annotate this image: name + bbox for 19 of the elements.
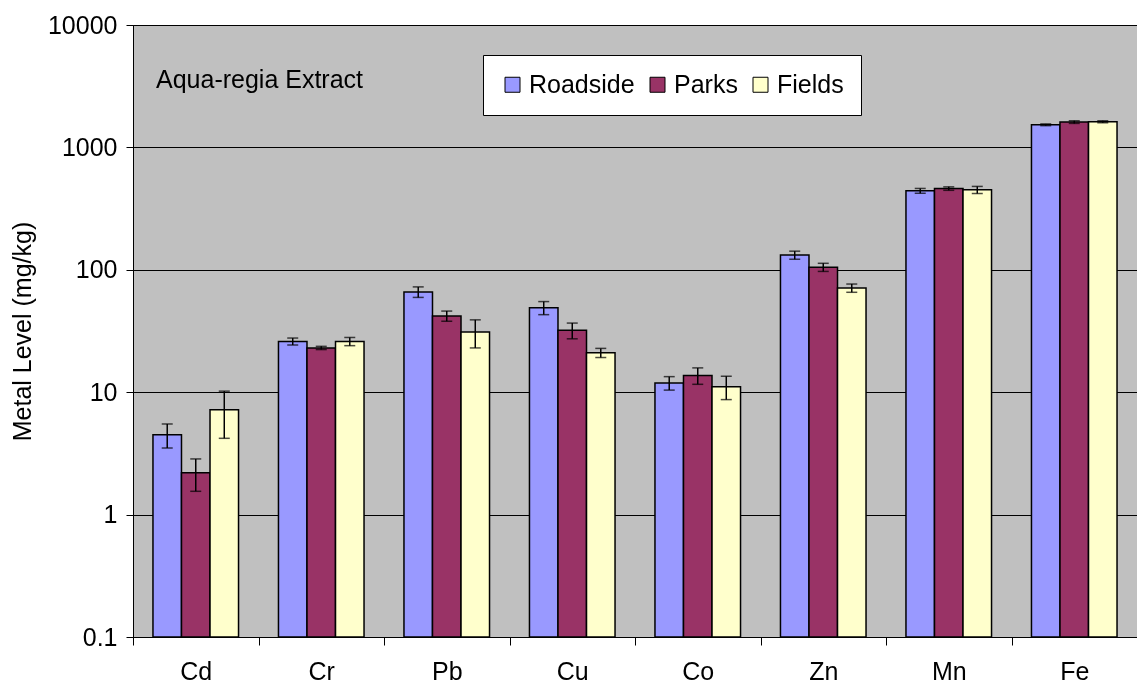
legend-label: Fields	[777, 69, 844, 98]
y-tick-label: 10	[89, 377, 118, 406]
y-tick-label: 0.1	[82, 622, 118, 651]
x-tick-label: Fe	[1060, 656, 1090, 684]
legend-label: Roadside	[529, 69, 635, 98]
y-tick-label: 100	[75, 255, 118, 284]
x-tick-label: Co	[682, 656, 715, 684]
y-tick-label: 1	[103, 500, 118, 529]
annotation: Aqua-regia Extract	[156, 65, 364, 93]
x-tick-label: Cu	[556, 656, 589, 684]
x-tick-label: Cd	[180, 656, 213, 684]
y-tick-label: 1000	[61, 132, 118, 161]
legend-label: Parks	[674, 69, 738, 98]
x-tick-label: Mn	[931, 656, 967, 684]
y-axis-title: Metal Level (mg/kg)	[7, 221, 36, 442]
y-tick-label: 10000	[47, 10, 118, 39]
x-tick-label: Pb	[431, 656, 463, 684]
x-tick-label: Cr	[308, 656, 335, 684]
x-tick-label: Zn	[809, 656, 839, 684]
